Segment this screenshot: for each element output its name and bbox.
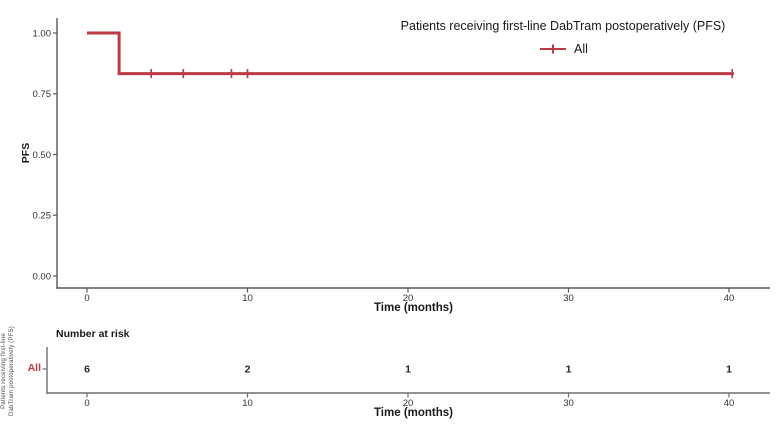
risk-table-title: Number at risk (56, 328, 130, 340)
risk-x-tick-label: 10 (242, 398, 253, 409)
risk-count: 1 (566, 364, 572, 376)
y-tick-label: 0.50 (33, 150, 52, 161)
risk-x-tick-label: 20 (403, 398, 414, 409)
legend-title: Patients receiving first-line DabTram po… (400, 19, 726, 33)
x-axis-label: Time (months) (373, 302, 453, 314)
legend-item-all: All (358, 42, 768, 56)
risk-table-group-label-line2: DabTram postoperatively (PFS) (8, 326, 15, 416)
legend: Patients receiving first-line DabTram po… (358, 19, 768, 56)
km-curve-all (87, 31, 734, 76)
x-tick-label: 30 (563, 293, 574, 304)
y-tick-label: 0.75 (33, 89, 52, 100)
y-tick-label: 0.00 (33, 271, 52, 282)
risk-table-group-label: Patients receiving first-line DabTram po… (1, 296, 25, 446)
risk-count: 2 (245, 364, 251, 376)
risk-row-label-all: All (27, 362, 41, 374)
y-tick-label: 0.25 (33, 211, 52, 222)
x-tick-label: 0 (84, 293, 89, 304)
x-tick-label: 40 (724, 293, 735, 304)
risk-table-group-label-line1: Patients receiving first-line (1, 333, 7, 409)
risk-x-axis-label: Time (months) (373, 407, 453, 419)
risk-count: 1 (405, 364, 411, 376)
risk-x-tick-label: 40 (724, 398, 735, 409)
censor-marker-icon (540, 44, 567, 54)
y-tick-label: 1.00 (33, 28, 52, 39)
legend-item-label: All (574, 42, 588, 56)
risk-x-tick-label: 0 (84, 398, 89, 409)
risk-count: 6 (84, 364, 90, 376)
risk-count: 1 (726, 364, 732, 376)
x-tick-label: 20 (403, 293, 414, 304)
y-axis-label: PFS (20, 142, 32, 164)
x-tick-label: 10 (242, 293, 253, 304)
risk-x-tick-label: 30 (563, 398, 574, 409)
